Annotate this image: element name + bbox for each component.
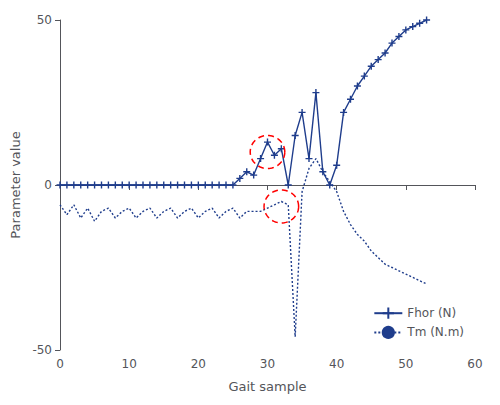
svg-text:0: 0 — [44, 178, 52, 192]
svg-text:Fhor (N): Fhor (N) — [407, 306, 456, 320]
svg-text:30: 30 — [260, 357, 275, 371]
svg-text:40: 40 — [329, 357, 344, 371]
svg-text:10: 10 — [122, 357, 137, 371]
svg-text:Tm (N.m): Tm (N.m) — [406, 325, 464, 339]
svg-text:50: 50 — [37, 13, 52, 27]
svg-text:Parameter value: Parameter value — [8, 131, 23, 238]
svg-text:60: 60 — [467, 357, 482, 371]
svg-text:-50: -50 — [32, 343, 52, 357]
svg-text:Gait sample: Gait sample — [228, 379, 306, 394]
svg-text:20: 20 — [191, 357, 206, 371]
svg-text:0: 0 — [56, 357, 64, 371]
svg-text:50: 50 — [398, 357, 413, 371]
